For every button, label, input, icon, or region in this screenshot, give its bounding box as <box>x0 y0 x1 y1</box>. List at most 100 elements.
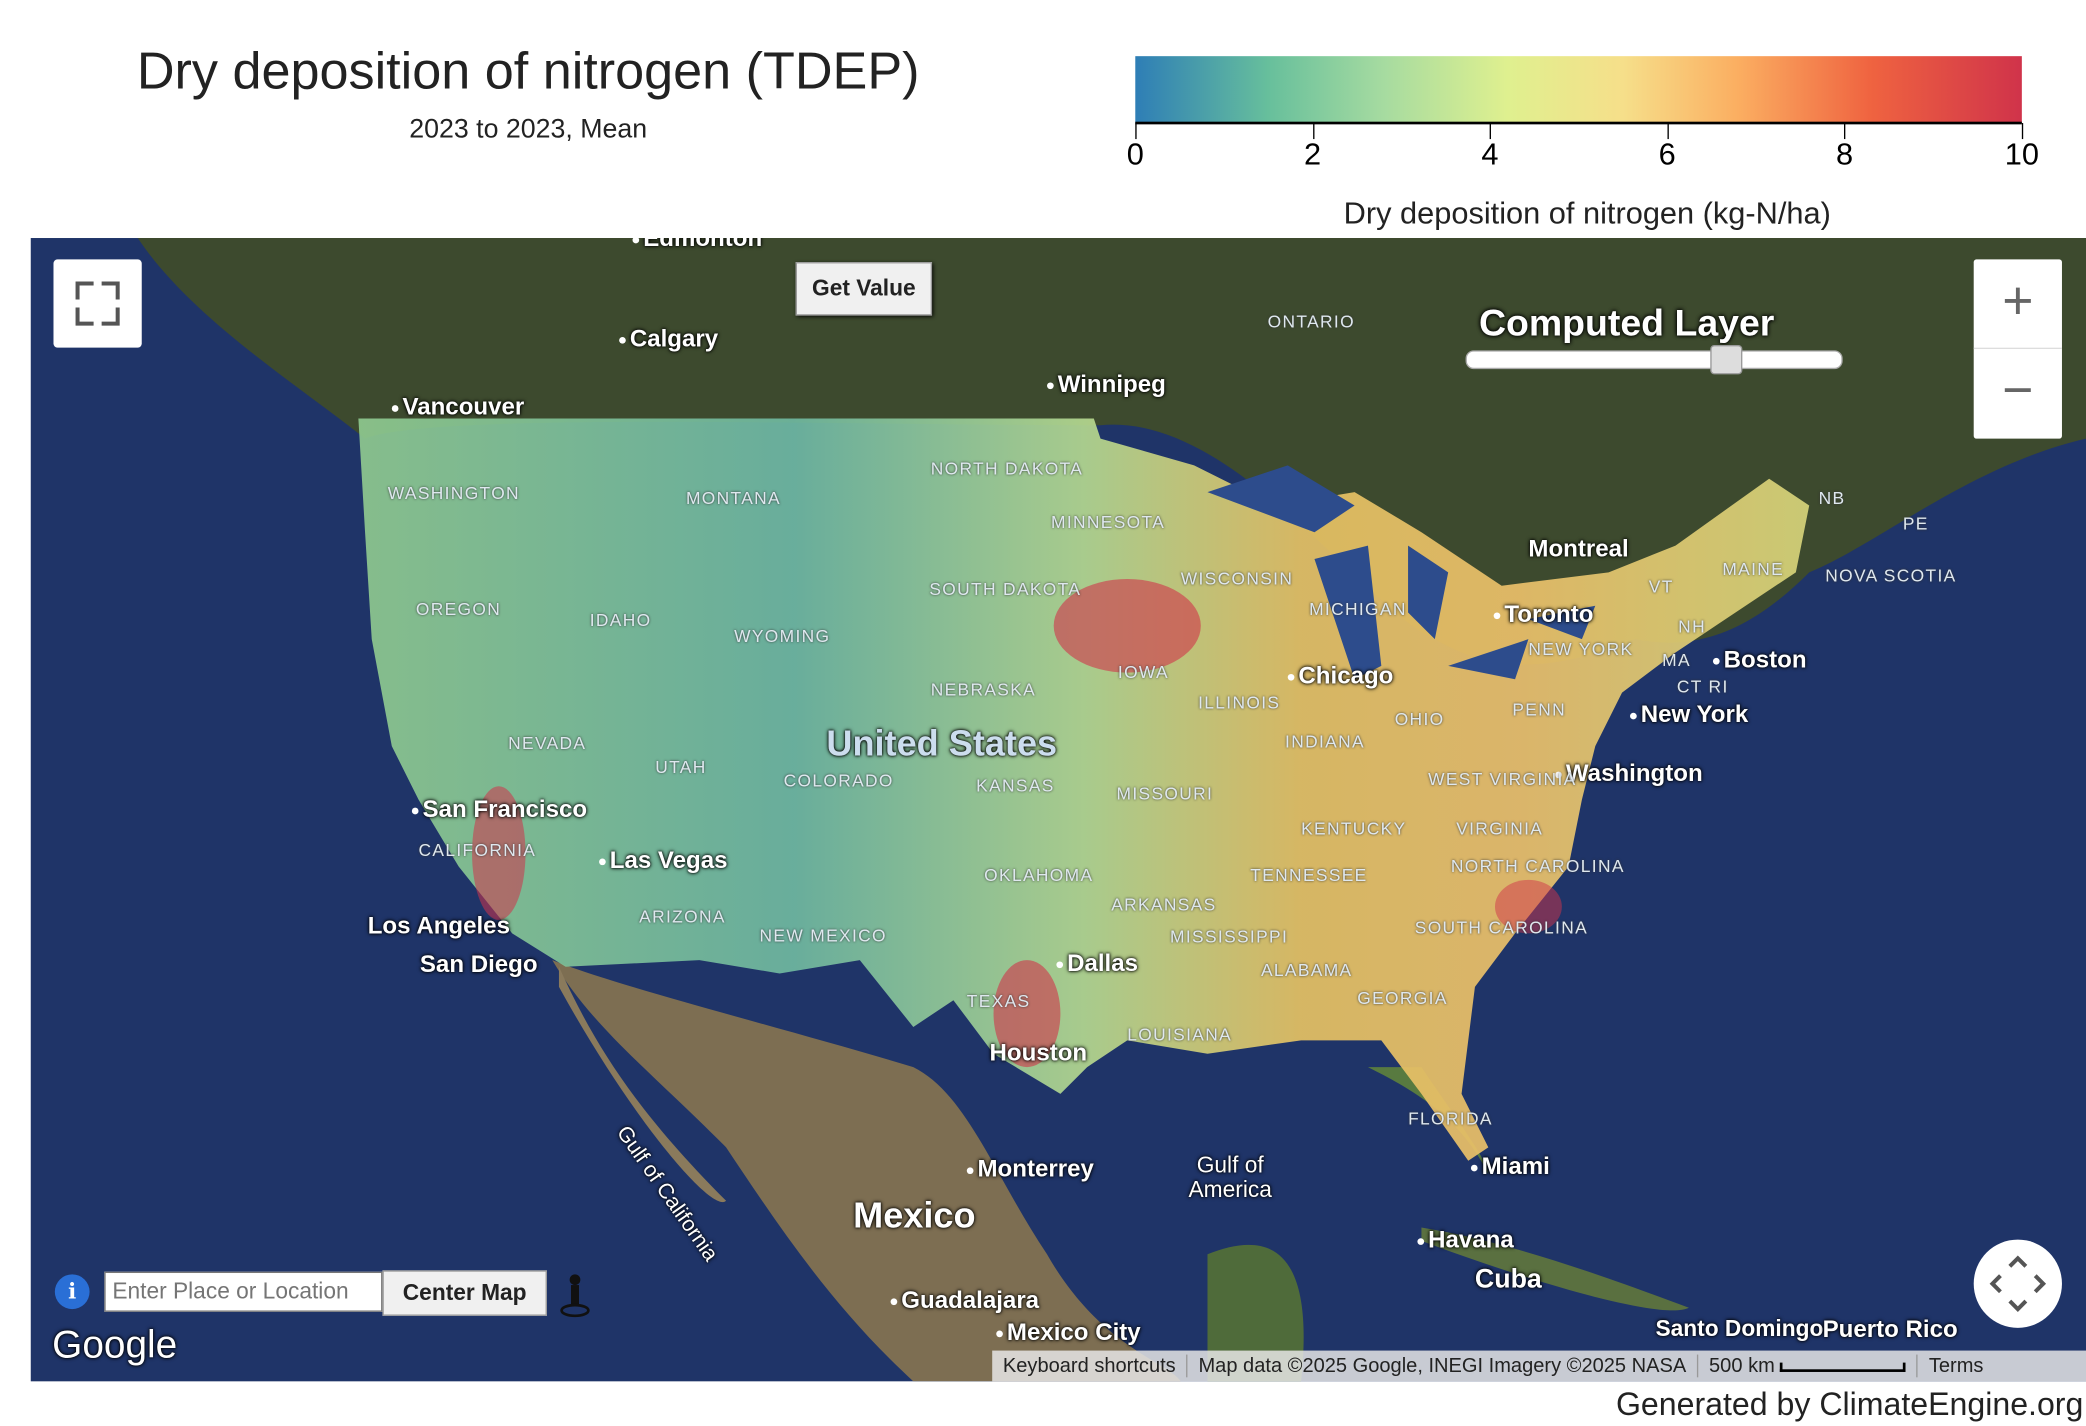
info-icon[interactable]: i <box>54 1274 90 1310</box>
country-label: Cuba <box>1474 1264 1542 1295</box>
colorbar <box>1135 56 2022 124</box>
colorbar-tick <box>1312 123 1314 140</box>
city-label: Edmonton <box>632 238 762 253</box>
fullscreen-icon <box>75 281 120 326</box>
region-label: Puerto Rico <box>1822 1315 1958 1343</box>
city-label: Santo Domingo <box>1655 1315 1824 1342</box>
layer-opacity-slider[interactable] <box>1465 344 1843 375</box>
pan-arrows-icon <box>1989 1255 2047 1312</box>
region-label: OHIO <box>1394 708 1445 729</box>
region-label: COLORADO <box>783 770 894 791</box>
city-label: San Diego <box>419 950 538 978</box>
region-label: NORTH CAROLINA <box>1450 855 1625 876</box>
water-label: Gulf of America <box>1188 1152 1272 1203</box>
city-label: Dallas <box>1056 949 1138 977</box>
colorbar-axis <box>1135 121 2022 125</box>
city-label: Calgary <box>619 325 718 353</box>
region-label: OKLAHOMA <box>984 865 1094 886</box>
region-label: MONTANA <box>685 488 781 509</box>
map[interactable]: Edmonton Calgary Vancouver Winnipeg Mont… <box>30 238 2086 1382</box>
zoom-in-button[interactable]: + <box>1973 259 2062 350</box>
region-label: MA <box>1662 649 1691 670</box>
region-label: FLORIDA <box>1408 1108 1493 1129</box>
colorbar-tick-label: 0 <box>1126 136 1144 172</box>
layer-label: Computed Layer <box>1478 302 1775 344</box>
country-label: Mexico <box>853 1195 976 1236</box>
region-label: KENTUCKY <box>1301 818 1407 839</box>
terms-link[interactable]: Terms <box>1928 1354 1984 1378</box>
city-label: Havana <box>1417 1226 1514 1254</box>
us-data-layer <box>358 418 1810 1161</box>
colorbar-tick <box>1667 123 1669 140</box>
region-label: ALABAMA <box>1260 960 1353 981</box>
region-label: WEST VIRGINIA <box>1428 768 1577 789</box>
get-value-button[interactable]: Get Value <box>795 262 933 316</box>
region-label: IDAHO <box>589 609 652 630</box>
camera-control-button[interactable] <box>1973 1239 2062 1328</box>
region-label: GEORGIA <box>1357 988 1448 1009</box>
region-label: ONTARIO <box>1267 311 1355 332</box>
city-label: Chicago <box>1288 662 1393 690</box>
city-label: Miami <box>1471 1153 1550 1181</box>
city-label: Montreal <box>1528 534 1629 562</box>
location-search-input[interactable] <box>104 1271 383 1312</box>
colorbar-label: Dry deposition of nitrogen (kg-N/ha) <box>1343 195 1831 230</box>
colorbar-tick <box>1489 123 1492 140</box>
colorbar-tick-label: 6 <box>1658 136 1676 172</box>
city-label: Boston <box>1713 646 1807 674</box>
region-label: SOUTH DAKOTA <box>929 579 1082 600</box>
region-label: VT <box>1648 576 1674 597</box>
region-label: LOUISIANA <box>1127 1024 1233 1045</box>
region-label: NEW MEXICO <box>759 925 887 946</box>
region-label: KANSAS <box>976 775 1055 796</box>
colorbar-tick <box>1135 123 1137 140</box>
region-label: WASHINGTON <box>387 482 520 503</box>
hotspot-nc <box>1494 879 1562 934</box>
pegman-icon[interactable] <box>559 1273 591 1318</box>
colorbar-tick-label: 2 <box>1304 136 1322 172</box>
land-north <box>30 238 2086 665</box>
center-map-button[interactable]: Center Map <box>382 1270 547 1316</box>
zoom-out-button[interactable]: − <box>2002 361 2034 420</box>
map-data-text: Map data ©2025 Google, INEGI Imagery ©20… <box>1188 1354 1699 1378</box>
yucatan <box>1207 1244 1304 1382</box>
zoom-control: + − <box>1973 259 2062 439</box>
region-label: CT RI <box>1676 676 1729 697</box>
region-label: WYOMING <box>734 625 831 646</box>
colorbar-tick-label: 10 <box>2004 136 2039 172</box>
city-label: Winnipeg <box>1047 370 1166 398</box>
footer-credit: Generated by ClimateEngine.org <box>1615 1386 2084 1423</box>
scale-label: 500 km <box>1709 1354 1775 1378</box>
region-label: IOWA <box>1117 661 1169 682</box>
colorbar-tick <box>1844 123 1846 140</box>
city-label: Los Angeles <box>367 911 510 939</box>
colorbar-tick-label: 8 <box>1835 136 1854 172</box>
fullscreen-button[interactable] <box>53 259 142 348</box>
city-label: Mexico City <box>996 1318 1141 1346</box>
region-label: MINNESOTA <box>1051 512 1166 533</box>
region-label: VIRGINIA <box>1456 818 1544 839</box>
region-label: OREGON <box>415 599 502 620</box>
map-basemap <box>30 238 2086 1382</box>
map-attribution: Keyboard shortcuts Map data ©2025 Google… <box>992 1350 2086 1382</box>
region-label: TEXAS <box>966 990 1031 1011</box>
scale-bar[interactable]: 500 km <box>1698 1354 1919 1378</box>
region-label: NEVADA <box>508 732 587 753</box>
city-label: Monterrey <box>967 1155 1093 1183</box>
city-label: Houston <box>989 1039 1088 1066</box>
keyboard-shortcuts-link[interactable]: Keyboard shortcuts <box>992 1354 1188 1378</box>
region-label: INDIANA <box>1285 731 1365 752</box>
city-label: New York <box>1630 701 1748 729</box>
slider-handle[interactable] <box>1710 344 1743 375</box>
hotspot-iowa <box>1053 579 1201 673</box>
region-label: SOUTH CAROLINA <box>1414 917 1589 938</box>
region-label: PENN <box>1512 699 1567 720</box>
region-label: MICHIGAN <box>1309 599 1407 620</box>
great-lakes <box>1207 465 1596 680</box>
region-label: WISCONSIN <box>1180 568 1294 589</box>
city-label: Las Vegas <box>599 846 728 874</box>
region-label: NH <box>1678 616 1706 637</box>
city-label: Toronto <box>1494 600 1593 628</box>
region-label: NEBRASKA <box>930 679 1037 700</box>
region-label: PE <box>1902 513 1929 534</box>
